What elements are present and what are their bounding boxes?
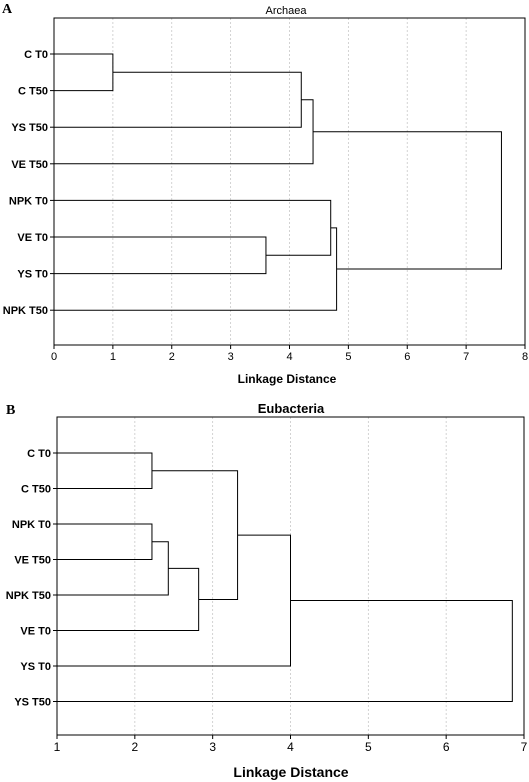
panel-label: B	[6, 403, 15, 418]
leaf-label: NPK T0	[9, 195, 48, 207]
x-tick-label: 5	[365, 740, 372, 754]
leaf-label: C T50	[18, 86, 48, 98]
x-axis-label: Linkage Distance	[238, 372, 337, 386]
dendrogram-link	[54, 53, 114, 92]
leaf-label: YS T0	[20, 661, 51, 673]
x-tick-label: 0	[51, 351, 57, 363]
x-tick-label: 2	[131, 740, 138, 754]
dendrogram-link	[54, 227, 338, 311]
leaf-label: VE T0	[20, 626, 51, 638]
x-tick-label: 5	[345, 351, 351, 363]
dendrogram-link	[313, 131, 502, 270]
dendrogram-link	[57, 452, 153, 489]
leaf-label: YS T50	[11, 122, 48, 134]
archaea-panel: A Archaea Linkage Distance 0 1 2 3 4 5 6 7 8 C T0…	[2, 2, 528, 386]
leaf-label: NPK T50	[6, 590, 51, 602]
leaf-label: YS T50	[14, 697, 51, 709]
dendrogram-link	[151, 470, 239, 600]
chart-title: Eubacteria	[258, 401, 325, 416]
leaf-label: VE T0	[17, 232, 48, 244]
dendrogram-link	[54, 71, 302, 128]
x-axis-label: Linkage Distance	[233, 764, 348, 780]
leaf-label: C T50	[21, 484, 51, 496]
x-tick-label: 7	[521, 740, 528, 754]
dendrogram-link	[57, 534, 291, 667]
panel-label: A	[2, 2, 13, 17]
x-tick-label: 4	[287, 740, 294, 754]
x-tick-label: 7	[463, 351, 469, 363]
leaf-label: NPK T50	[3, 305, 48, 317]
x-tick-label: 3	[209, 740, 216, 754]
dendrogram-link	[54, 99, 314, 165]
eubacteria-panel: B Eubacteria Linkage Distance 1 2 3 4 5 6 7 C T…	[6, 401, 528, 780]
dendrogram-link	[57, 567, 200, 631]
dendrogram-link	[54, 199, 332, 256]
leaf-label: VE T50	[11, 159, 48, 171]
x-tick-label: 6	[404, 351, 410, 363]
x-tick-label: 4	[286, 351, 292, 363]
leaf-label: YS T0	[17, 269, 48, 281]
x-tick-label: 1	[54, 740, 61, 754]
x-tick-label: 8	[522, 351, 528, 363]
leaf-label: C T0	[24, 49, 48, 61]
dendrogram-link	[57, 600, 513, 702]
leaf-label: C T0	[27, 448, 51, 460]
x-tick-label: 6	[443, 740, 450, 754]
leaf-label: NPK T0	[12, 519, 51, 531]
dendrogram-link	[57, 523, 153, 560]
chart-title: Archaea	[266, 5, 308, 17]
x-tick-label: 3	[228, 351, 234, 363]
x-tick-label: 2	[169, 351, 175, 363]
dendrogram-link	[54, 236, 267, 275]
leaf-label: VE T50	[14, 555, 51, 567]
x-tick-label: 1	[110, 351, 116, 363]
